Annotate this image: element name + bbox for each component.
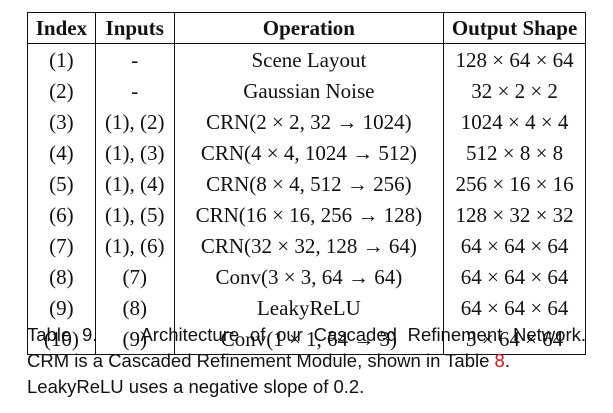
- table-row: (7) (1), (6) CRN(32 × 32, 128 → 64) 64 ×…: [27, 230, 586, 261]
- cell-operation: CRN(32 × 32, 128 → 64): [173, 230, 445, 261]
- cell-index: (6): [27, 199, 96, 230]
- table-caption: Table 9. Architecture of our Cascaded Re…: [27, 322, 586, 400]
- cell-inputs: (1), (4): [94, 168, 175, 199]
- cell-output-shape: 128 × 64 × 64: [443, 43, 586, 75]
- cell-index: (10): [27, 323, 96, 355]
- cell-index: (2): [27, 75, 96, 106]
- cell-index: (8): [27, 261, 96, 292]
- cell-operation: Conv(1 × 1, 64 → 3): [173, 323, 445, 355]
- cell-inputs: (1), (2): [94, 106, 175, 137]
- cell-output-shape: 3 × 64 × 64: [443, 323, 586, 355]
- cell-output-shape: 128 × 32 × 32: [443, 199, 586, 230]
- table-row: (5) (1), (4) CRN(8 × 4, 512 → 256) 256 ×…: [27, 168, 586, 199]
- caption-line2-end: .: [504, 350, 510, 371]
- cell-index: (5): [27, 168, 96, 199]
- cell-operation: Gaussian Noise: [173, 75, 445, 106]
- cell-operation: CRN(16 × 16, 256 → 128): [173, 199, 445, 230]
- table-header-row: Index Inputs Operation Output Shape: [27, 12, 586, 44]
- cell-inputs: (8): [94, 292, 175, 323]
- header-operation: Operation: [173, 12, 445, 44]
- cell-inputs: (1), (5): [94, 199, 175, 230]
- table-reference-link[interactable]: 8: [494, 350, 505, 371]
- cell-operation: CRN(4 × 4, 1024 → 512): [173, 137, 445, 168]
- cell-inputs: (9): [94, 323, 175, 355]
- cell-output-shape: 64 × 64 × 64: [443, 261, 586, 292]
- header-index: Index: [27, 12, 96, 44]
- table-row: (6) (1), (5) CRN(16 × 16, 256 → 128) 128…: [27, 199, 586, 230]
- cell-output-shape: 256 × 16 × 16: [443, 168, 586, 199]
- cell-operation: CRN(8 × 4, 512 → 256): [173, 168, 445, 199]
- caption-line2-text: CRM is a Cascaded Refinement Module, sho…: [27, 350, 490, 371]
- cell-operation: CRN(2 × 2, 32 → 1024): [173, 106, 445, 137]
- cell-operation: LeakyReLU: [173, 292, 445, 323]
- cell-inputs: (1), (3): [94, 137, 175, 168]
- table-row: (8) (7) Conv(3 × 3, 64 → 64) 64 × 64 × 6…: [27, 261, 586, 292]
- cell-output-shape: 32 × 2 × 2: [443, 75, 586, 106]
- caption-label: Table 9.: [27, 324, 98, 345]
- cell-index: (1): [27, 43, 96, 75]
- cell-output-shape: 1024 × 4 × 4: [443, 106, 586, 137]
- cell-index: (7): [27, 230, 96, 261]
- cell-inputs: (7): [94, 261, 175, 292]
- cell-output-shape: 512 × 8 × 8: [443, 137, 586, 168]
- table-row: (3) (1), (2) CRN(2 × 2, 32 → 1024) 1024 …: [27, 106, 586, 137]
- table-row: (10) (9) Conv(1 × 1, 64 → 3) 3 × 64 × 64: [27, 323, 586, 355]
- table-row: (9) (8) LeakyReLU 64 × 64 × 64: [27, 292, 586, 323]
- cell-index: (3): [27, 106, 96, 137]
- caption-line-3: LeakyReLU uses a negative slope of 0.2.: [27, 376, 365, 397]
- cell-index: (4): [27, 137, 96, 168]
- cell-inputs: -: [94, 43, 175, 75]
- caption-line1-text: Architecture of our Cascaded Refinement …: [140, 324, 587, 345]
- cell-operation: Scene Layout: [173, 43, 445, 75]
- cell-inputs: -: [94, 75, 175, 106]
- caption-line-1: Table 9. Architecture of our Cascaded Re…: [27, 322, 586, 348]
- cell-output-shape: 64 × 64 × 64: [443, 230, 586, 261]
- cell-index: (9): [27, 292, 96, 323]
- cell-output-shape: 64 × 64 × 64: [443, 292, 586, 323]
- table-row: (2) - Gaussian Noise 32 × 2 × 2: [27, 75, 586, 106]
- cell-inputs: (1), (6): [94, 230, 175, 261]
- table-row: (1) - Scene Layout 128 × 64 × 64: [27, 43, 586, 75]
- header-inputs: Inputs: [94, 12, 175, 44]
- table-row: (4) (1), (3) CRN(4 × 4, 1024 → 512) 512 …: [27, 137, 586, 168]
- caption-line-2: CRM is a Cascaded Refinement Module, sho…: [27, 348, 586, 374]
- architecture-table: Index Inputs Operation Output Shape (1) …: [27, 12, 586, 355]
- cell-operation: Conv(3 × 3, 64 → 64): [173, 261, 445, 292]
- header-output-shape: Output Shape: [443, 12, 586, 44]
